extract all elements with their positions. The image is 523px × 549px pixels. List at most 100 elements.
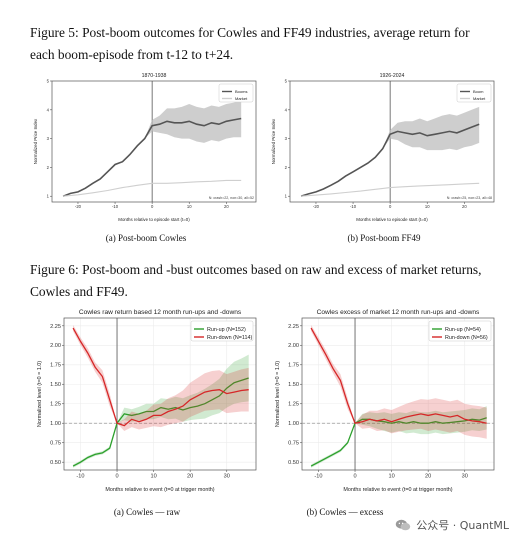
x-axis-label: Months relative to event (t=0 at trigger… — [105, 487, 214, 493]
x-tick-label: 0 — [151, 204, 154, 209]
y-tick-label: 2.00 — [288, 343, 299, 349]
legend-box — [218, 83, 254, 103]
watermark-text: 公众号 · QuantML — [416, 519, 509, 532]
x-tick-label: -20 — [75, 204, 82, 209]
y-tick-label: 1.00 — [288, 421, 299, 427]
y-tick-label: 2.25 — [288, 324, 299, 330]
y-tick-label: 3 — [285, 136, 288, 141]
chart-cowles-excess: Cowles excess of market 12 month run-ups… — [270, 306, 500, 494]
y-tick-label: 1.50 — [50, 382, 61, 388]
series-line-1 — [62, 117, 242, 197]
x-tick-label: 20 — [224, 204, 229, 209]
y-tick-label: 1 — [47, 194, 50, 199]
confidence-band-1 — [311, 406, 487, 468]
x-axis-label: Months relative to episode start (t=0) — [118, 217, 190, 222]
y-axis-label: Normalized level (t=0 = 1.0) — [275, 361, 281, 427]
legend-label: Market — [473, 96, 486, 101]
legend-label: Boom — [473, 89, 484, 94]
y-axis-label: Normalized Price Index — [33, 118, 38, 164]
x-tick-label: -10 — [314, 474, 322, 480]
legend-box — [428, 320, 492, 342]
x-tick-label: -20 — [313, 204, 320, 209]
sample-size-note: N: crash=22, non=30, all=52 — [209, 196, 254, 200]
y-tick-label: 5 — [285, 78, 288, 83]
confidence-band-2 — [73, 325, 249, 431]
subcaption-cowles-raw: (a) Cowles — raw — [113, 507, 181, 517]
series-line-1 — [300, 123, 480, 197]
y-tick-label: 1.75 — [288, 363, 299, 369]
y-tick-label: 2.00 — [50, 343, 61, 349]
sample-size-note: N: crash=25, non=23, all=48 — [447, 196, 492, 200]
watermark: 公众号 · QuantML — [395, 517, 509, 533]
x-tick-label: 0 — [389, 204, 392, 209]
series-line-1 — [310, 417, 487, 467]
series-line-2 — [301, 182, 480, 197]
legend-label: Run-up (N=54) — [445, 327, 481, 333]
x-tick-label: 10 — [388, 474, 394, 480]
x-tick-label: 30 — [224, 474, 230, 480]
legend-label: Market — [235, 96, 248, 101]
legend-label: Booms — [235, 89, 247, 94]
series-line-1 — [72, 377, 249, 467]
y-tick-label: 5 — [47, 78, 50, 83]
y-tick-label: 1.25 — [288, 402, 299, 408]
y-axis-label: Normalized Price Index — [271, 118, 276, 164]
x-tick-label: -10 — [350, 204, 357, 209]
subcaption-post-boom-ff49: (b) Post-boom FF49 — [347, 233, 421, 243]
y-tick-label: 1.75 — [50, 363, 61, 369]
legend-label: Run-up (N=152) — [207, 327, 246, 333]
y-tick-label: 1.00 — [50, 421, 61, 427]
confidence-band-1 — [301, 106, 480, 197]
subcaption-cowles-excess: (b) Cowles — excess — [306, 507, 384, 517]
y-tick-label: 1.25 — [50, 402, 61, 408]
y-tick-label: 1 — [285, 194, 288, 199]
x-axis-label: Months relative to episode start (t=0) — [356, 217, 428, 222]
series-line-2 — [63, 179, 242, 197]
chart-title: 1926-2024 — [380, 73, 405, 79]
legend-label: Run-down (N=114) — [207, 335, 252, 341]
y-tick-label: 2 — [285, 165, 288, 170]
y-tick-label: 4 — [285, 107, 288, 112]
x-tick-label: 20 — [187, 474, 193, 480]
y-tick-label: 0.75 — [50, 441, 61, 447]
y-tick-label: 0.50 — [288, 460, 299, 466]
chart-title: Cowles raw return based 12 month run-ups… — [79, 309, 242, 316]
x-tick-label: -10 — [112, 204, 119, 209]
confidence-band-1 — [73, 354, 249, 468]
subcaption-post-boom-cowles: (a) Post-boom Cowles — [105, 233, 187, 243]
x-tick-label: 0 — [115, 474, 118, 480]
wechat-icon — [396, 519, 411, 531]
y-tick-label: 2.25 — [50, 324, 61, 330]
y-tick-label: 1.50 — [288, 382, 299, 388]
y-tick-label: 3 — [47, 136, 50, 141]
x-tick-label: 20 — [425, 474, 431, 480]
legend-box — [456, 83, 492, 103]
x-tick-label: 10 — [425, 204, 430, 209]
chart-title: 1870-1938 — [142, 73, 167, 79]
x-tick-label: 10 — [150, 474, 156, 480]
x-tick-label: 30 — [462, 474, 468, 480]
legend-label: Run-down (N=56) — [445, 335, 488, 341]
x-tick-label: 10 — [187, 204, 192, 209]
x-tick-label: 0 — [353, 474, 356, 480]
chart-post-boom-ff49: 1926-2024 -20 -10 0 10 20 1 2 3 4 5 Months relative… — [268, 70, 500, 224]
plot-frame — [63, 317, 257, 471]
plot-frame — [289, 80, 495, 203]
chart-cowles-raw: Cowles raw return based 12 month run-ups… — [32, 306, 262, 494]
y-tick-label: 2 — [47, 165, 50, 170]
series-line-2 — [72, 327, 249, 427]
y-tick-label: 4 — [47, 107, 50, 112]
figure6-caption: Figure 6: Post-boom and -bust outcomes b… — [30, 262, 482, 299]
plot-frame — [51, 80, 257, 203]
x-tick-label: 20 — [462, 204, 467, 209]
series-line-2 — [310, 327, 487, 424]
y-tick-label: 0.75 — [288, 441, 299, 447]
chart-post-boom-cowles: 1870-1938 -20 -10 0 10 20 1 2 3 4 5 Months relative… — [30, 70, 262, 224]
chart-title: Cowles excess of market 12 month run-ups… — [317, 309, 480, 316]
x-axis-label: Months relative to event (t=0 at trigger… — [343, 487, 452, 493]
confidence-band-2 — [311, 325, 487, 439]
y-axis-label: Normalized level (t=0 = 1.0) — [37, 361, 43, 427]
x-tick-label: -10 — [76, 474, 84, 480]
plot-frame — [301, 317, 495, 471]
y-tick-label: 0.50 — [50, 460, 61, 466]
